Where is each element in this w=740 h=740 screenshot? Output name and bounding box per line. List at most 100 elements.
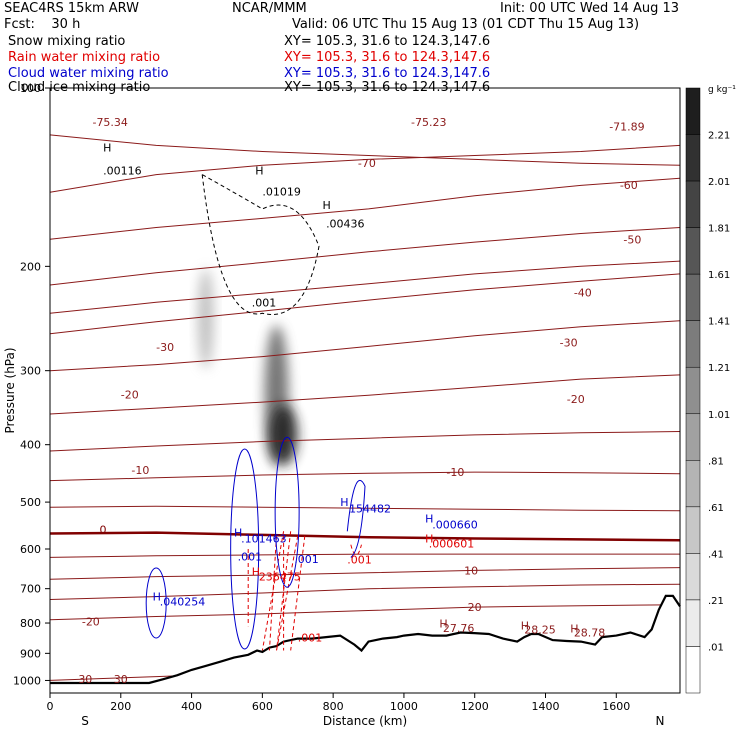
x-tick-label: 1000 xyxy=(390,700,418,713)
colorbar-label: .61 xyxy=(708,503,724,514)
snow-plume-left xyxy=(197,268,214,369)
temperature-contour xyxy=(49,177,681,240)
cloud-water-label: .101463 xyxy=(241,532,287,545)
colorbar-label: .01 xyxy=(708,642,724,653)
colorbar-segment xyxy=(685,320,701,368)
cloud-water-label: .001 xyxy=(238,550,263,563)
temperature-contour xyxy=(49,273,681,335)
temperature-contour xyxy=(49,431,681,452)
y-tick-label: 100 xyxy=(20,82,41,95)
ice-label: H xyxy=(255,165,263,178)
y-tick-label: 600 xyxy=(20,543,41,556)
temperature-contour xyxy=(49,567,681,580)
cloud-water-label: H xyxy=(234,527,242,540)
colorbar-label: 1.21 xyxy=(708,363,730,374)
y-tick-label: 800 xyxy=(20,617,41,630)
legend-rain-name: Rain water mixing ratio xyxy=(8,50,161,65)
valid-time: Valid: 06 UTC Thu 15 Aug 13 (01 CDT Thu … xyxy=(292,17,640,32)
y-tick-label: 900 xyxy=(20,647,41,660)
colorbar-label: .81 xyxy=(708,456,724,467)
terrain-mask xyxy=(50,595,680,693)
x-end-label-north: N xyxy=(656,714,665,728)
rain-contour xyxy=(276,535,306,651)
temperature-label: -75.23 xyxy=(411,116,446,129)
temperature-contour xyxy=(49,260,681,314)
ice-label: .00116 xyxy=(103,165,142,178)
temperature-label: -30 xyxy=(560,336,578,349)
max-temp-label: H xyxy=(570,623,578,636)
x-end-label-south: S xyxy=(81,714,89,728)
temperature-label: -60 xyxy=(620,179,638,192)
temperature-label: 10 xyxy=(464,565,478,578)
cloud-water-contour xyxy=(346,479,366,558)
cloud-water-contour xyxy=(274,436,300,588)
max-temp-label: H xyxy=(521,619,529,632)
temperature-label: 0 xyxy=(100,524,107,537)
plot-frame xyxy=(49,87,681,694)
y-tick-label: 500 xyxy=(20,496,41,509)
rain-label: 236475 xyxy=(259,570,301,583)
colorbar-segment xyxy=(685,180,701,228)
temperature-contour xyxy=(49,604,681,621)
x-tick-label: 400 xyxy=(181,700,202,713)
rain-contour xyxy=(268,535,285,651)
colorbar-label: 1.01 xyxy=(708,410,730,421)
colorbar-label: 1.41 xyxy=(708,317,730,328)
y-tick-label: 700 xyxy=(20,583,41,596)
cloud-water-contour xyxy=(230,448,260,650)
temperature-label: 20 xyxy=(468,601,482,614)
temperature-label: 30 xyxy=(114,673,128,686)
terrain-line xyxy=(50,594,681,685)
cloud-water-label: 154482 xyxy=(349,503,391,516)
temperature-label: -20 xyxy=(567,393,585,406)
legend-rain-xy: XY= 105.3, 31.6 to 124.3,147.6 xyxy=(284,50,491,65)
colorbar-segment xyxy=(685,366,701,415)
colorbar-label: 1.81 xyxy=(708,224,730,235)
colorbar-segment xyxy=(685,506,701,554)
colorbar-label: .41 xyxy=(708,549,724,560)
colorbar-label: 2.21 xyxy=(708,131,730,142)
temperature-contour xyxy=(49,583,681,600)
max-temp-label: 28.78 xyxy=(574,627,606,640)
cloud-water-contour xyxy=(145,567,167,639)
legend-cloud-xy: XY= 105.3, 31.6 to 124.3,147.6 xyxy=(284,66,491,81)
rain-label: .001 xyxy=(298,632,323,645)
temperature-label: -30 xyxy=(156,341,174,354)
max-temp-label: 28.25 xyxy=(524,624,556,637)
colorbar-segment xyxy=(685,646,701,694)
ice-label: H xyxy=(103,142,111,155)
colorbar-segment xyxy=(685,460,701,508)
rain-contour xyxy=(350,544,362,556)
ice-label: .001 xyxy=(252,297,277,310)
temperature-label: -10 xyxy=(446,466,464,479)
temperature-label: -10 xyxy=(131,464,149,477)
temperature-contour xyxy=(49,134,681,166)
center-label: NCAR/MMM xyxy=(232,1,307,16)
temperature-label: -75.34 xyxy=(92,116,127,129)
max-temp-label: H xyxy=(439,617,447,630)
temperature-contour xyxy=(49,144,681,193)
cloud-water-label: .040254 xyxy=(160,596,206,609)
temperature-label: -70 xyxy=(358,157,376,170)
colorbar-segment xyxy=(685,273,701,321)
y-tick-label: 200 xyxy=(20,260,41,273)
temperature-label: -20 xyxy=(121,388,139,401)
rain-contour xyxy=(261,531,292,651)
colorbar-label: 2.01 xyxy=(708,177,730,188)
rain-label: .000601 xyxy=(429,538,475,551)
colorbar-segment xyxy=(685,227,701,275)
colorbar-unit: g kg⁻¹ xyxy=(708,85,736,95)
ice-label: .01019 xyxy=(262,186,301,199)
temperature-contour xyxy=(49,505,681,512)
ice-label: .00436 xyxy=(326,218,365,231)
temperature-label: -50 xyxy=(623,233,641,246)
rain-label: H xyxy=(425,532,433,545)
temperature-label: -20 xyxy=(82,616,100,629)
cloud-water-label: H xyxy=(153,591,161,604)
colorbar-segment xyxy=(685,599,701,647)
y-tick-label: 300 xyxy=(20,365,41,378)
temperature-label: -71.89 xyxy=(609,121,644,134)
colorbar-segment xyxy=(685,134,701,182)
model-title: SEAC4RS 15km ARW xyxy=(4,1,140,16)
